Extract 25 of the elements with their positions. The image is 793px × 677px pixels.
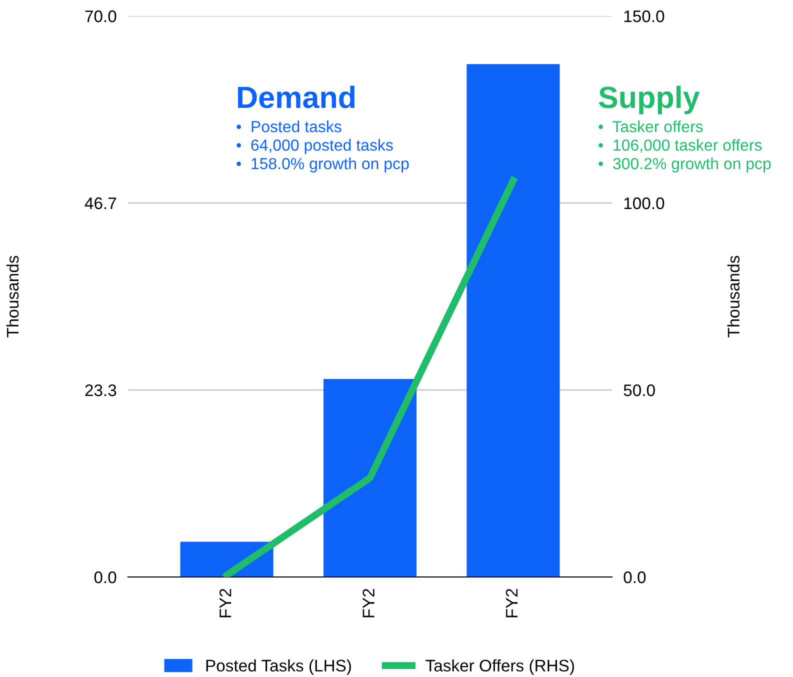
legend-label: Tasker Offers (RHS) xyxy=(426,659,574,675)
x-tick-label: FY2 xyxy=(362,588,374,618)
annotation: • Tasker offers xyxy=(598,120,703,132)
y-tick-label: 46.7 xyxy=(84,197,116,210)
legend-label: Posted Tasks (LHS) xyxy=(206,659,351,675)
y-tick-label: 0.0 xyxy=(94,571,116,584)
annotation: • Posted tasks xyxy=(236,120,342,132)
y2-tick-label: 0.0 xyxy=(624,571,646,584)
y2-tick-label: 100.0 xyxy=(624,197,664,210)
y-tick-label: 23.3 xyxy=(85,384,116,396)
y2-axis-title: Thousands xyxy=(727,256,740,338)
y2-tick-label: 50.0 xyxy=(624,384,655,396)
annotation: • 64,000 posted tasks xyxy=(236,139,393,154)
x-tick-label: FY2 xyxy=(219,588,232,618)
x-tick-label: FY2 xyxy=(506,588,518,618)
annotation: Supply xyxy=(598,86,700,114)
y2-tick-label: 150.0 xyxy=(624,10,664,22)
bar xyxy=(466,64,560,577)
annotation: • 158.0% growth on pcp xyxy=(236,158,409,172)
y-tick-label: 70.0 xyxy=(85,10,116,22)
annotation: • 106,000 tasker offers xyxy=(598,139,762,153)
y-axis-title: Thousands xyxy=(6,256,19,338)
annotation: • 300.2% growth on pcp xyxy=(598,158,771,172)
annotation: Demand xyxy=(238,86,355,108)
bar xyxy=(323,379,417,577)
